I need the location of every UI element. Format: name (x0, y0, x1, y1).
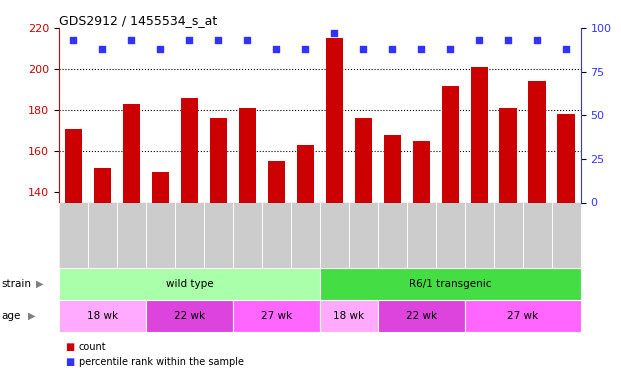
Bar (181, 98, 198, 202)
Bar (558, 114, 575, 202)
Bar (297, 145, 314, 202)
Bar (320, 268, 581, 300)
Text: 27 wk: 27 wk (507, 311, 538, 321)
Bar (238, 108, 256, 202)
Bar (412, 141, 430, 202)
Bar (465, 300, 581, 332)
Point (445, 46, 455, 52)
Point (155, 46, 165, 52)
Bar (152, 172, 169, 202)
Bar (378, 300, 465, 332)
Point (561, 46, 571, 52)
Bar (59, 300, 146, 332)
Bar (233, 300, 320, 332)
Point (68, 38, 78, 44)
Text: 18 wk: 18 wk (87, 311, 118, 321)
Bar (146, 300, 233, 332)
Bar (528, 81, 546, 203)
Bar (355, 118, 372, 202)
Point (474, 38, 484, 44)
Bar (320, 300, 378, 332)
Point (532, 38, 542, 44)
Text: count: count (79, 342, 106, 352)
Bar (94, 168, 111, 202)
Text: GDS2912 / 1455534_s_at: GDS2912 / 1455534_s_at (59, 14, 217, 27)
Point (416, 46, 426, 52)
Text: R6/1 transgenic: R6/1 transgenic (409, 279, 491, 289)
Point (127, 38, 137, 44)
Text: age: age (1, 311, 20, 321)
Bar (268, 162, 285, 202)
Text: 18 wk: 18 wk (333, 311, 365, 321)
Point (97, 46, 107, 52)
Text: ▶: ▶ (28, 311, 35, 321)
Bar (210, 118, 227, 202)
Bar (384, 135, 401, 202)
Text: ■: ■ (65, 357, 75, 367)
Text: 22 wk: 22 wk (174, 311, 205, 321)
Text: wild type: wild type (166, 279, 213, 289)
Point (329, 30, 339, 36)
Text: strain: strain (1, 279, 31, 289)
Text: percentile rank within the sample: percentile rank within the sample (79, 357, 244, 367)
Point (503, 38, 513, 44)
Point (388, 46, 397, 52)
Bar (325, 38, 343, 203)
Bar (65, 129, 82, 202)
Text: 22 wk: 22 wk (406, 311, 437, 321)
Bar (499, 108, 517, 202)
Point (301, 46, 310, 52)
Text: 27 wk: 27 wk (261, 311, 292, 321)
Point (271, 46, 281, 52)
Point (214, 38, 224, 44)
Point (242, 38, 252, 44)
Text: ■: ■ (65, 342, 75, 352)
Bar (123, 104, 140, 202)
Text: ▶: ▶ (36, 279, 43, 289)
Point (358, 46, 368, 52)
Bar (471, 67, 488, 203)
Bar (442, 86, 459, 202)
Point (184, 38, 194, 44)
Bar (59, 268, 320, 300)
